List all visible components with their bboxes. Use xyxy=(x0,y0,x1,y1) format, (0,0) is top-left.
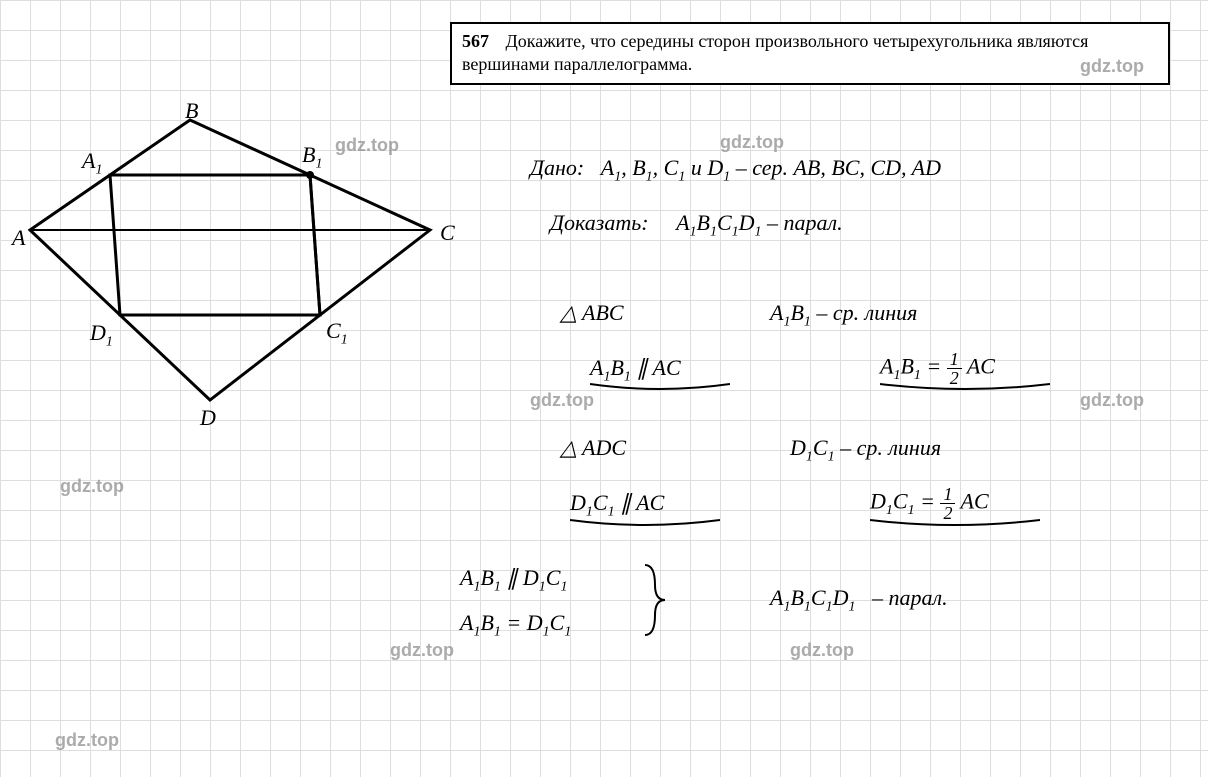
underline-arc-1 xyxy=(590,382,730,394)
given-text: A1, B1, C1 и D1 – сер. AB, BC, CD, AD xyxy=(601,155,941,180)
underline-arc-4 xyxy=(870,518,1040,530)
watermark: gdz.top xyxy=(1080,56,1144,77)
given-label: Дано: A1, B1, C1 и D1 – сер. AB, BC, CD,… xyxy=(530,155,941,185)
watermark: gdz.top xyxy=(720,132,784,153)
problem-text: Докажите, что середины сторон произвольн… xyxy=(462,31,1088,74)
step-a1b1-parallel-ac: A1B1 ∥ AC xyxy=(590,355,681,385)
underline-arc-3 xyxy=(570,518,720,530)
label-b1: B1 xyxy=(302,142,322,172)
step-d1c1-midline: D1C1 – ср. линия xyxy=(790,435,941,465)
step-d1c1-half-ac: D1C1 = 12 AC xyxy=(870,485,989,522)
label-d: D xyxy=(200,405,216,431)
watermark: gdz.top xyxy=(390,640,454,661)
watermark: gdz.top xyxy=(530,390,594,411)
underline-arc-2 xyxy=(880,382,1050,394)
problem-statement-box: 567 Докажите, что середины сторон произв… xyxy=(450,22,1170,85)
label-d1: D1 xyxy=(90,320,113,350)
diagram-svg xyxy=(10,100,460,450)
step-triangle-adc: △ ADС xyxy=(560,435,626,461)
geometry-diagram: A B C D A1 B1 C1 D1 xyxy=(10,100,460,450)
prove-text: A1B1C1D1 – парал. xyxy=(676,210,843,235)
step-triangle-abc: △ ABС xyxy=(560,300,624,326)
label-a: A xyxy=(12,225,25,251)
label-c1: C1 xyxy=(326,318,348,348)
watermark: gdz.top xyxy=(55,730,119,751)
conclusion-parallel: A1B1 ∥ D1C1 xyxy=(460,565,567,595)
watermark: gdz.top xyxy=(790,640,854,661)
label-c: C xyxy=(440,220,455,246)
brace-icon xyxy=(640,560,670,640)
problem-number: 567 xyxy=(462,30,489,53)
watermark: gdz.top xyxy=(60,476,124,497)
label-a1: A1 xyxy=(82,148,102,178)
inner-parallelogram xyxy=(110,175,320,315)
conclusion-equal: A1B1 = D1C1 xyxy=(460,610,571,640)
conclusion-parallelogram: A1B1C1D1 – парал. xyxy=(770,585,948,615)
step-d1c1-parallel-ac: D1C1 ∥ AC xyxy=(570,490,664,520)
watermark: gdz.top xyxy=(1080,390,1144,411)
label-b: B xyxy=(185,98,198,124)
prove-label: Доказать: A1B1C1D1 – парал. xyxy=(550,210,843,240)
line-b1c1 xyxy=(310,175,320,315)
step-a1b1-midline: A1B1 – ср. линия xyxy=(770,300,917,330)
